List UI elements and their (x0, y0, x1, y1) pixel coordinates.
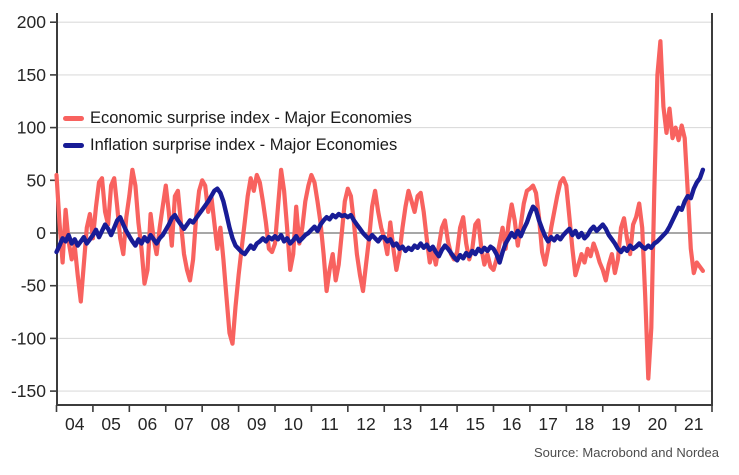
x-tick-label: 17 (538, 414, 557, 434)
inflation-surprise-line (54, 167, 706, 265)
chart-legend: Economic surprise index - Major Economie… (63, 107, 412, 157)
y-tick-label: -50 (21, 276, 47, 296)
y-tick-label: 0 (36, 223, 46, 243)
y-tick-label: 200 (17, 12, 46, 32)
x-tick-label: 19 (611, 414, 630, 434)
x-tick-label: 05 (101, 414, 120, 434)
axes (56, 13, 713, 406)
legend-label-economic: Economic surprise index - Major Economie… (90, 109, 412, 127)
y-tick-label: 150 (17, 65, 46, 85)
x-tick-label: 21 (684, 414, 703, 434)
legend-label-inflation: Inflation surprise index - Major Economi… (90, 136, 398, 154)
x-tick-label: 20 (648, 414, 668, 434)
x-tick-label: 11 (321, 414, 339, 434)
x-tick-label: 16 (502, 414, 521, 434)
x-tick-label: 13 (393, 414, 412, 434)
x-tick-label: 10 (283, 414, 303, 434)
x-tick-label: 06 (138, 414, 157, 434)
x-axis: 04 05 06 07 08 09 10 11 12 13 14 15 16 17 18 19 20 21 (55, 405, 713, 434)
economic-surprise-line (54, 39, 706, 381)
legend-swatch-inflation-icon (63, 143, 84, 148)
x-tick-label: 09 (247, 414, 266, 434)
y-axis: 200 150 100 50 0 -50 -100 -150 (11, 12, 57, 401)
y-tick-label: 100 (17, 118, 46, 138)
y-tick-label: -150 (11, 381, 46, 401)
x-tick-label: 12 (356, 414, 375, 434)
x-tick-label: 15 (466, 414, 485, 434)
y-tick-label: 50 (27, 170, 47, 190)
x-tick-label: 07 (174, 414, 193, 434)
x-tick-label: 14 (429, 414, 449, 434)
gridlines (57, 21, 712, 392)
legend-item-inflation: Inflation surprise index - Major Economi… (63, 134, 412, 157)
x-tick-label: 04 (65, 414, 85, 434)
legend-item-economic: Economic surprise index - Major Economie… (63, 107, 412, 130)
x-tick-label: 18 (575, 414, 594, 434)
y-tick-label: -100 (11, 328, 46, 348)
x-tick-label: 08 (211, 414, 230, 434)
source-note: Source: Macrobond and Nordea (533, 445, 719, 460)
legend-swatch-economic-icon (63, 116, 84, 121)
